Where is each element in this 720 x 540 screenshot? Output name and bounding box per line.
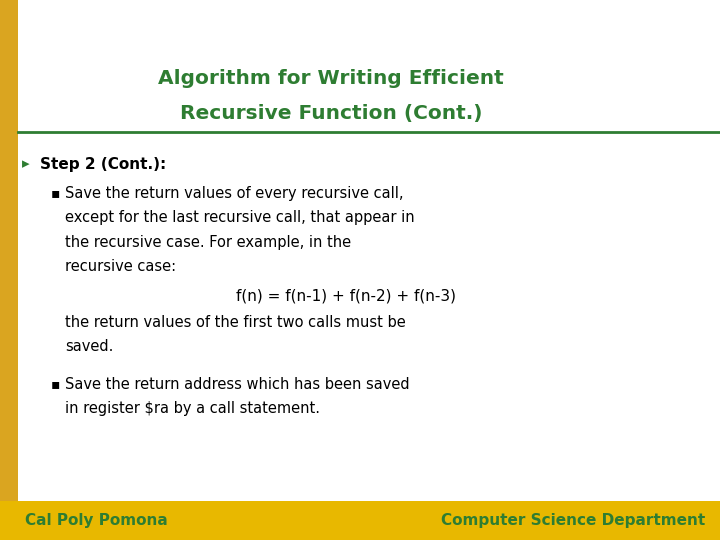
Text: except for the last recursive call, that appear in: except for the last recursive call, that… [65, 211, 415, 225]
Text: Save the return values of every recursive call,: Save the return values of every recursiv… [65, 186, 403, 201]
Text: ▪: ▪ [50, 376, 60, 390]
Text: Save the return address which has been saved: Save the return address which has been s… [65, 376, 410, 392]
Text: in register $ra by a call statement.: in register $ra by a call statement. [65, 401, 320, 416]
Text: ▪: ▪ [50, 186, 60, 200]
Bar [0, 501, 720, 540]
Text: the return values of the first two calls must be: the return values of the first two calls… [65, 315, 405, 330]
Text: saved.: saved. [65, 339, 113, 354]
Text: recursive case:: recursive case: [65, 259, 176, 274]
Bar [0, 0, 18, 501]
Text: Recursive Function (Cont.): Recursive Function (Cont.) [180, 104, 482, 123]
Text: Algorithm for Writing Efficient: Algorithm for Writing Efficient [158, 69, 504, 88]
Text: Computer Science Department: Computer Science Department [441, 513, 706, 528]
Text: Cal Poly Pomona: Cal Poly Pomona [25, 513, 168, 528]
Text: f(n) = f(n-1) + f(n-2) + f(n-3): f(n) = f(n-1) + f(n-2) + f(n-3) [235, 288, 456, 303]
Text: the recursive case. For example, in the: the recursive case. For example, in the [65, 234, 351, 249]
Text: Step 2 (Cont.):: Step 2 (Cont.): [40, 157, 166, 172]
Text: ▸: ▸ [22, 157, 30, 172]
